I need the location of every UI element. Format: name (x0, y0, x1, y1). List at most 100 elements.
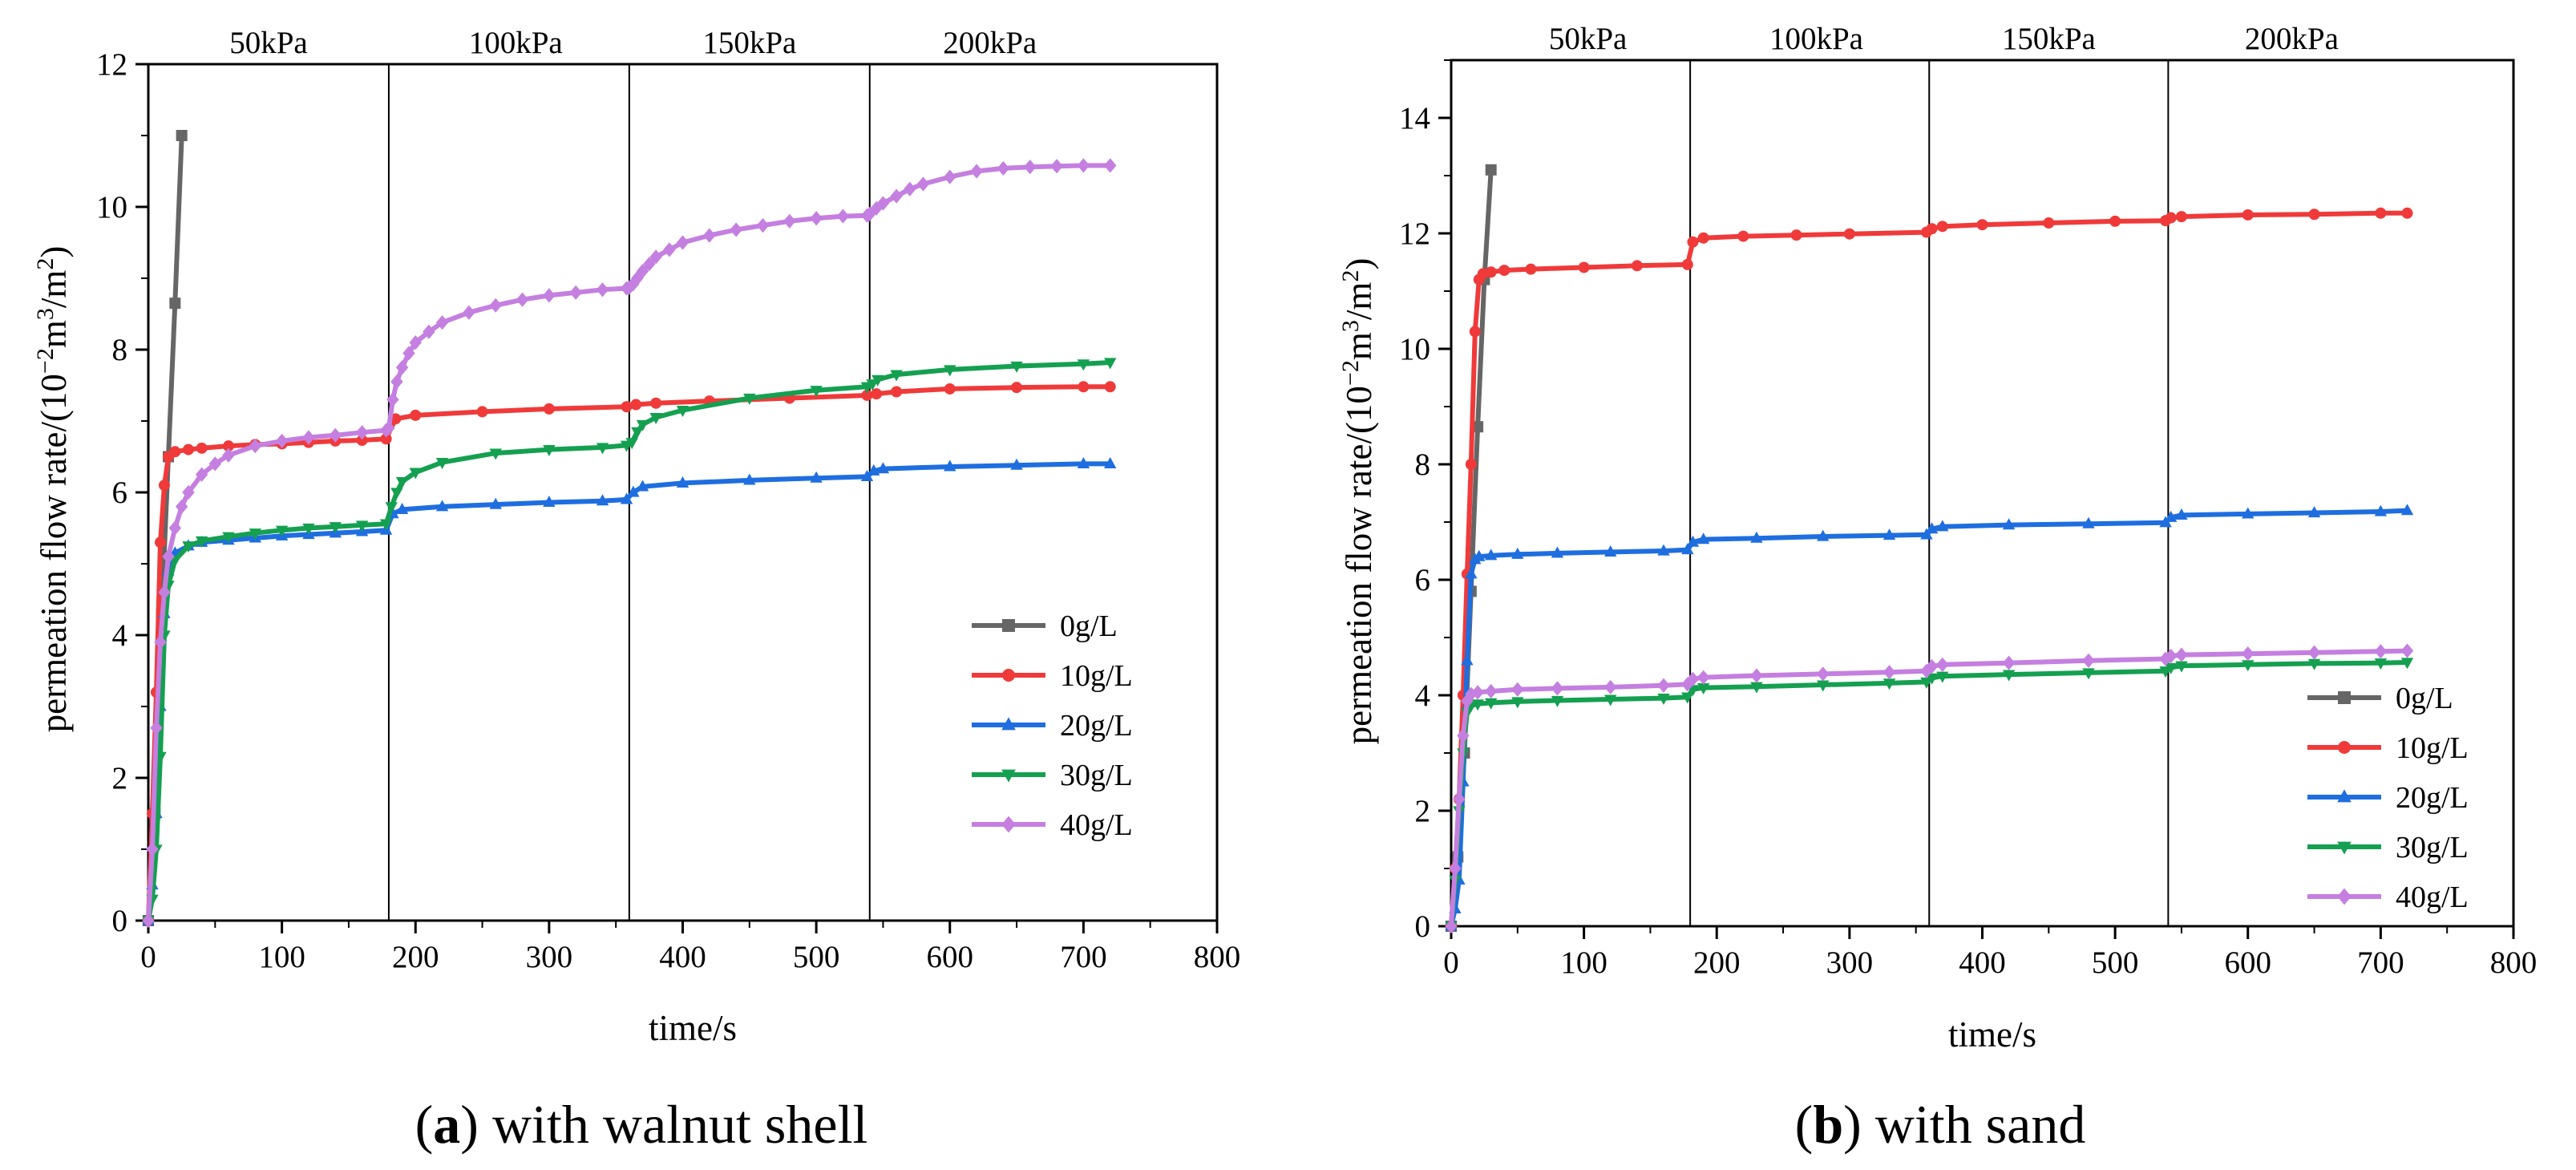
data-point-a-1-30 (1078, 381, 1090, 393)
data-point-a-2-18 (435, 500, 449, 512)
data-point-b-4-21 (2002, 655, 2016, 670)
data-point-a-4-38 (649, 249, 662, 265)
data-point-b-2-10 (1551, 546, 1564, 558)
data-point-b-2-8 (1484, 549, 1498, 561)
y-tick-label-b-2: 4 (1415, 678, 1431, 713)
data-point-a-4-14 (302, 430, 315, 445)
data-point-b-4-9 (1551, 681, 1564, 696)
data-point-b-4-11 (1657, 678, 1670, 693)
data-point-a-4-4 (158, 585, 171, 600)
data-point-a-3-30 (743, 393, 756, 405)
data-point-a-3-21 (489, 448, 502, 460)
data-point-b-4-8 (1511, 682, 1524, 697)
data-point-a-4-5 (162, 549, 175, 565)
x-tick-label-a-3: 300 (526, 940, 573, 974)
stage-label-a-0: 50kPa (229, 26, 308, 60)
data-point-a-4-29 (543, 288, 556, 303)
data-point-a-4-20 (390, 374, 403, 390)
data-point-b-2-22 (2002, 518, 2016, 530)
x-tick-label-b-6: 600 (2225, 945, 2272, 980)
data-point-b-3-21 (2002, 670, 2016, 682)
data-point-a-2-23 (627, 485, 640, 497)
data-point-b-3-24 (2164, 662, 2178, 674)
data-point-a-4-0 (142, 913, 155, 929)
data-point-a-4-13 (275, 433, 289, 449)
data-point-a-3-13 (329, 522, 342, 534)
y-tick-label-b-0: 0 (1415, 909, 1431, 944)
data-point-a-4-15 (329, 427, 342, 443)
y-axis-title-a: permeation flow rate/(10−2m3/m2) (32, 246, 74, 733)
data-point-a-3-31 (810, 386, 823, 398)
legend-marker-a-1 (1002, 669, 1015, 682)
caption-a: (a) with walnut shell (415, 1094, 868, 1155)
data-point-b-2-27 (2242, 507, 2255, 519)
y-tick-labels-b: 0 2 4 6 8 10 12 14 (1399, 101, 1430, 944)
data-point-b-1-28 (2175, 211, 2187, 223)
data-point-b-4-10 (1604, 679, 1617, 695)
data-point-a-2-34 (1104, 457, 1117, 468)
data-point-a-4-35 (631, 270, 644, 286)
data-point-b-3-7 (1484, 698, 1498, 710)
y-tick-label-b-6: 12 (1399, 217, 1430, 251)
data-point-a-2-21 (596, 494, 609, 506)
stage-label-a-2: 150kPa (702, 26, 796, 60)
x-tick-labels-a: 0 100 200 300 400 500 600 700 800 (140, 940, 1240, 974)
data-point-a-4-18 (382, 420, 395, 435)
data-point-b-1-14 (1681, 258, 1693, 270)
data-point-b-1-25 (2109, 215, 2121, 227)
data-point-a-4-9 (195, 467, 208, 482)
data-point-a-3-25 (625, 438, 638, 450)
data-point-a-4-50 (876, 196, 890, 211)
data-point-a-4-37 (643, 257, 656, 272)
data-point-a-2-31 (944, 459, 956, 472)
legend-label-a-2: 20g/L (1060, 709, 1133, 743)
data-point-a-4-21 (395, 360, 409, 375)
data-point-a-4-11 (222, 447, 235, 463)
data-point-a-4-30 (569, 285, 582, 300)
data-point-a-3-16 (385, 502, 398, 514)
data-point-a-3-14 (355, 520, 369, 532)
x-axis-title-b: time/s (1948, 1014, 2036, 1055)
data-point-a-1-18 (476, 406, 488, 418)
data-point-a-4-24 (423, 324, 435, 339)
data-point-a-1-19 (543, 403, 555, 415)
data-point-b-3-12 (1681, 692, 1694, 704)
data-point-b-2-20 (1925, 522, 1939, 534)
data-point-b-2-11 (1604, 545, 1617, 557)
data-point-a-3-35 (890, 370, 903, 382)
y-tick-label-a-4: 8 (112, 333, 128, 367)
data-point-b-4-16 (1817, 666, 1830, 682)
data-point-a-1-4 (158, 480, 170, 492)
data-point-a-2-17 (395, 502, 409, 514)
data-point-b-3-27 (2307, 658, 2321, 670)
data-point-b-4-4 (1461, 694, 1474, 709)
data-point-b-1-15 (1687, 236, 1699, 248)
data-point-a-1-9 (222, 440, 234, 452)
legend-marker-b-0 (2338, 691, 2351, 704)
data-point-a-2-24 (636, 480, 649, 492)
data-point-b-4-24 (2164, 648, 2178, 664)
data-point-a-2-30 (876, 462, 890, 474)
data-point-a-2-27 (810, 471, 823, 483)
caption-b: (b) with sand (1795, 1094, 2086, 1155)
data-point-b-3-11 (1657, 694, 1670, 705)
data-point-a-4-44 (783, 213, 796, 229)
data-point-a-3-37 (1010, 361, 1023, 373)
legend-marker-b-1 (2338, 741, 2351, 754)
stage-labels-b: 50kPa 100kPa 150kPa 200kPa (1549, 22, 2339, 56)
data-point-b-2-19 (1920, 528, 1933, 540)
y-tick-label-a-1: 2 (112, 761, 128, 796)
data-point-b-4-22 (2082, 653, 2095, 668)
data-point-a-1-15 (380, 433, 392, 445)
x-tick-label-a-7: 700 (1060, 940, 1107, 974)
data-point-a-2-25 (676, 476, 689, 488)
data-point-a-4-42 (730, 222, 742, 237)
x-tick-label-b-5: 500 (2092, 945, 2139, 980)
data-point-a-4-27 (489, 298, 502, 313)
legend-label-a-1: 10g/L (1060, 659, 1133, 693)
data-point-a-1-6 (169, 446, 181, 458)
data-point-a-1-17 (410, 409, 422, 421)
data-point-a-4-39 (663, 242, 676, 257)
plot-area-a (135, 63, 1219, 933)
